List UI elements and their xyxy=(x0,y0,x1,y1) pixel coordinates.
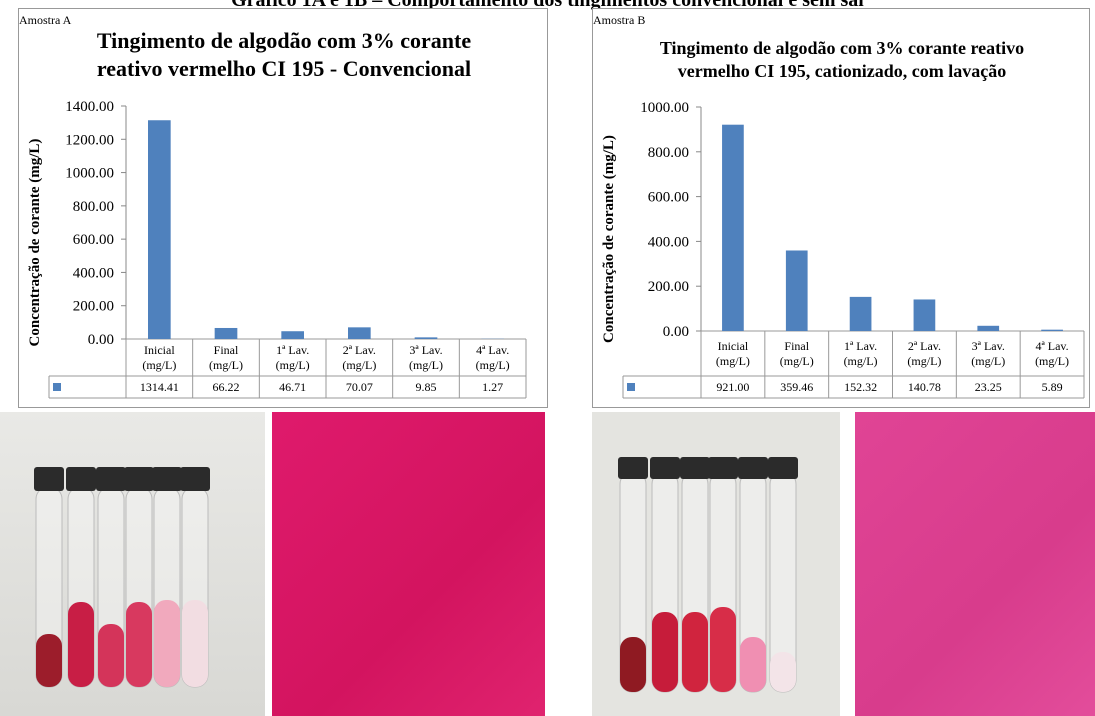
x-tick-label: 4ª Lav. (mg/L) xyxy=(475,342,510,372)
figure-title: Gráfico 1A e 1B – Comportamento dos ting… xyxy=(231,0,864,11)
x-tick-label: 3ª Lav. (mg/L) xyxy=(408,342,443,372)
x-tick-label: Inicial (mg/L) xyxy=(142,342,177,372)
x-tick-label: Final (mg/L) xyxy=(208,342,243,372)
x-tick-label: Inicial (mg/L) xyxy=(715,338,750,368)
data-table-value: 1.27 xyxy=(482,379,504,394)
y-tick-label: 1000.00 xyxy=(65,166,114,182)
x-tick-label: 1ª Lav. (mg/L) xyxy=(275,342,310,372)
photo-tubes xyxy=(0,412,265,716)
bar xyxy=(281,331,304,339)
photo-fabric xyxy=(855,412,1095,716)
y-axis-label: Concentração de corante (mg/L) xyxy=(27,139,43,347)
chart-title: Tingimento de algodão com 3% corante rea… xyxy=(96,28,472,81)
bar xyxy=(785,250,808,331)
x-tick-label: 3ª Lav. (mg/L) xyxy=(971,338,1006,368)
tubes xyxy=(592,412,840,716)
legend-label: Amostra B xyxy=(593,12,646,27)
data-table-value: 70.07 xyxy=(345,379,373,394)
bar xyxy=(977,325,1000,331)
bar xyxy=(722,124,744,331)
y-tick-label: 200.00 xyxy=(648,279,689,295)
chart: Concentração de corante (mg/L) 0.00 200.00… xyxy=(27,99,527,399)
data-table-value: 359.46 xyxy=(780,379,814,394)
data-table-value: 5.89 xyxy=(1041,379,1063,394)
y-tick-label: 400.00 xyxy=(648,234,689,250)
bar xyxy=(913,299,936,331)
x-tick-label: 2ª Lav. (mg/L) xyxy=(907,338,942,368)
data-table-value: 46.71 xyxy=(279,379,307,394)
data-table-value: 921.00 xyxy=(716,379,750,394)
x-tick-label: 2ª Lav. (mg/L) xyxy=(342,342,377,372)
bar xyxy=(414,337,438,339)
tubes xyxy=(0,412,265,716)
chart: Concentração de corante (mg/L) 0.00 200.00… xyxy=(601,100,1085,399)
data-table-value: 140.78 xyxy=(907,379,941,394)
x-tick-label: 1ª Lav. (mg/L) xyxy=(843,338,878,368)
y-tick-label: 1200.00 xyxy=(65,132,114,148)
data-table-value: 152.32 xyxy=(844,379,878,394)
legend-key xyxy=(53,383,61,391)
bar xyxy=(849,296,872,331)
chart-title: Tingimento de algodão com 3% corante rea… xyxy=(659,38,1025,81)
photo-tubes xyxy=(592,412,840,716)
y-tick-label: 800.00 xyxy=(648,145,689,161)
y-axis-label: Concentração de corante (mg/L) xyxy=(601,135,617,343)
x-tick-label: 4ª Lav. (mg/L) xyxy=(1035,338,1070,368)
y-tick-label: 0.00 xyxy=(88,332,114,348)
data-table-value: 66.22 xyxy=(212,379,240,394)
y-tick-label: 800.00 xyxy=(73,199,114,215)
data-table-value: 1314.41 xyxy=(139,379,179,394)
photo-fabric xyxy=(272,412,545,716)
y-tick-label: 600.00 xyxy=(648,190,689,206)
legend-label: Amostra A xyxy=(19,12,72,27)
y-tick-label: 400.00 xyxy=(73,265,114,281)
y-tick-label: 1000.00 xyxy=(640,100,689,116)
data-table-value: 9.85 xyxy=(415,379,437,394)
y-tick-label: 600.00 xyxy=(73,232,114,248)
legend-key xyxy=(627,383,635,391)
bar xyxy=(148,120,171,339)
chart-panel: Concentração de corante (mg/L) 0.00 200.00… xyxy=(592,8,1090,408)
bar xyxy=(348,327,371,339)
y-tick-label: 200.00 xyxy=(73,299,114,315)
bar xyxy=(214,327,238,339)
chart-panel: Concentração de corante (mg/L) 0.00 200.00… xyxy=(18,8,548,408)
y-tick-label: 0.00 xyxy=(663,324,689,340)
bar xyxy=(1041,329,1063,331)
x-tick-label: Final (mg/L) xyxy=(779,338,814,368)
y-tick-label: 1400.00 xyxy=(65,99,114,115)
data-table-value: 23.25 xyxy=(974,379,1002,394)
